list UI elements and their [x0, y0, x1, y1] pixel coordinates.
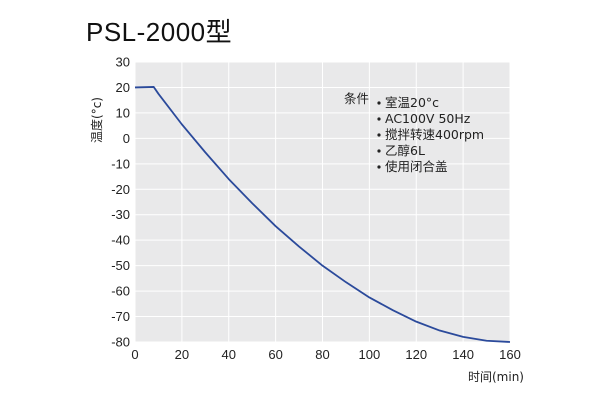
y-tick-label: -80 — [111, 335, 130, 350]
bullet-dot — [377, 101, 381, 105]
x-tick-label: 100 — [359, 347, 381, 362]
y-axis-label: 温度(°c) — [89, 97, 104, 143]
condition-item: 使用闭合盖 — [385, 159, 448, 174]
x-tick-label: 120 — [405, 347, 427, 362]
y-tick-label: -20 — [111, 182, 130, 197]
grid — [134, 61, 511, 343]
x-tick-label: 0 — [131, 347, 138, 362]
y-tick-label: -10 — [111, 156, 130, 171]
bullet-dot — [377, 117, 381, 121]
x-axis-label: 时间(min) — [468, 370, 524, 384]
condition-item: 室温20°c — [385, 95, 439, 110]
series-layer — [134, 86, 511, 343]
x-tick-label: 80 — [315, 347, 329, 362]
y-tick-label: -50 — [111, 258, 130, 273]
condition-item: AC100V 50Hz — [385, 111, 471, 126]
condition-item: 乙醇6L — [385, 143, 425, 158]
conditions-heading: 条件 — [344, 91, 369, 106]
bullet-dot — [377, 149, 381, 153]
x-tick-label: 160 — [499, 347, 521, 362]
series-line — [134, 86, 511, 343]
y-tick-label: 30 — [116, 55, 130, 70]
y-tick-label: -70 — [111, 309, 130, 324]
y-tick-label: -40 — [111, 233, 130, 248]
y-tick-label: 0 — [123, 131, 130, 146]
x-tick-label: 140 — [452, 347, 474, 362]
y-tick-label: 10 — [116, 105, 130, 120]
bullet-dot — [377, 165, 381, 169]
bullet-dot — [377, 133, 381, 137]
x-tick-label: 20 — [175, 347, 189, 362]
chart-title: PSL-2000型 — [86, 17, 233, 47]
y-tick-label: -60 — [111, 284, 130, 299]
y-tick-label: -30 — [111, 207, 130, 222]
y-tick-label: 20 — [116, 80, 130, 95]
condition-item: 搅拌转速400rpm — [385, 127, 484, 142]
x-tick-label: 60 — [268, 347, 282, 362]
x-tick-label: 40 — [222, 347, 236, 362]
